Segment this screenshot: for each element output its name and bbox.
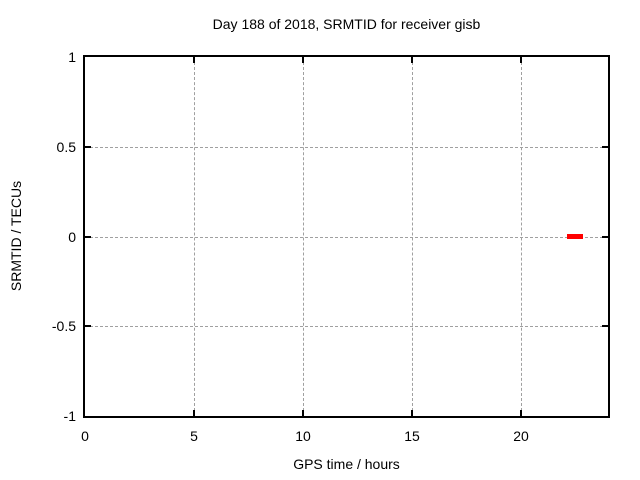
y-axis-label: SRMTID / TECUs [8, 180, 24, 292]
y-tick-mark-left [85, 325, 91, 327]
gridline-x-15 [412, 57, 413, 416]
x-tick-mark-top [302, 57, 304, 63]
y-tick-label: 1 [68, 49, 76, 65]
x-tick-label: 0 [81, 428, 89, 444]
x-tick-mark-bottom [520, 410, 522, 416]
y-tick-label: 0 [68, 229, 76, 245]
gridline-x-5 [194, 57, 195, 416]
gridline-x-20 [521, 57, 522, 416]
x-tick-label: 5 [190, 428, 198, 444]
y-tick-mark-left [85, 236, 91, 238]
x-tick-mark-top [193, 57, 195, 63]
data-point [569, 234, 574, 239]
gridline-y--0.5 [85, 326, 608, 327]
x-tick-mark-bottom [411, 410, 413, 416]
x-tick-label: 15 [404, 428, 420, 444]
y-tick-mark-left [85, 146, 91, 148]
gridline-y-0 [85, 237, 608, 238]
y-tick-label: 0.5 [56, 139, 76, 155]
x-tick-mark-top [520, 57, 522, 63]
y-tick-label: -1 [63, 408, 76, 424]
gridline-y-0.5 [85, 147, 608, 148]
data-point [573, 234, 578, 239]
y-tick-mark-right [602, 236, 608, 238]
chart-title: Day 188 of 2018, SRMTID for receiver gis… [212, 16, 481, 32]
x-tick-label: 20 [513, 428, 529, 444]
plot-area [83, 55, 610, 418]
data-point [578, 234, 583, 239]
x-axis-label: GPS time / hours [293, 456, 400, 472]
y-tick-mark-right [602, 146, 608, 148]
x-tick-mark-bottom [302, 410, 304, 416]
y-tick-mark-right [602, 325, 608, 327]
x-tick-label: 10 [295, 428, 311, 444]
y-tick-label: -0.5 [51, 318, 76, 334]
x-tick-mark-bottom [193, 410, 195, 416]
gridline-x-10 [303, 57, 304, 416]
x-tick-mark-top [411, 57, 413, 63]
